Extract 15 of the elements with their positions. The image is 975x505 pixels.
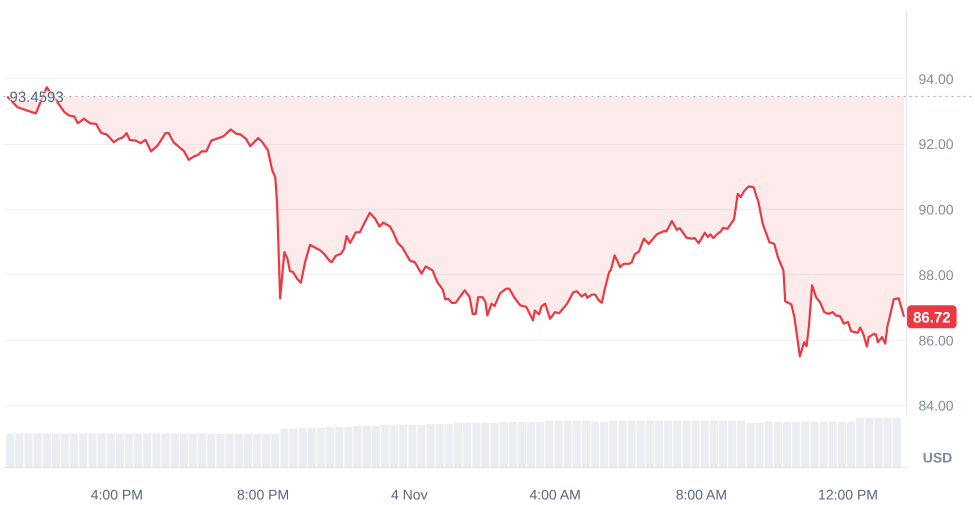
text: USD bbox=[922, 450, 952, 466]
ref-line-label: 93.4593 bbox=[10, 88, 64, 106]
x-tick-label: 4 Nov bbox=[391, 486, 428, 502]
x-tick-label: 12:00 PM bbox=[818, 486, 878, 502]
x-tick-label: 4:00 PM bbox=[90, 486, 143, 502]
x-tick-label: 8:00 AM bbox=[676, 486, 728, 502]
y-tick-label: 90.00 bbox=[918, 202, 954, 218]
y-tick-label: 86.00 bbox=[918, 332, 954, 348]
y-tick-label: 84.00 bbox=[918, 398, 954, 414]
annotation: 86.72 bbox=[913, 309, 951, 326]
y-tick-label: 88.00 bbox=[918, 266, 954, 283]
y-tick-label: 94.00 bbox=[918, 70, 954, 87]
x-tick-label: 8:00 PM bbox=[237, 486, 290, 502]
x-tick-label: 4:00 AM bbox=[529, 486, 581, 502]
y-tick-label: 92.00 bbox=[918, 136, 954, 152]
